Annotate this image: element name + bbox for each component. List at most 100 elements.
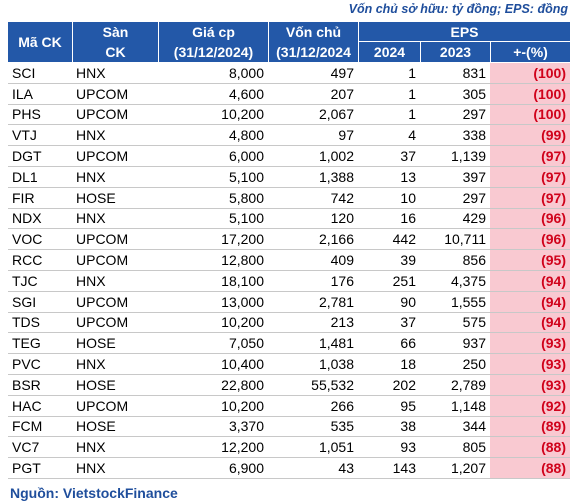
- change-cell: (100): [490, 83, 570, 105]
- table-cell: 66: [358, 333, 420, 355]
- source: Nguồn: VietstockFinance: [10, 485, 178, 501]
- table-cell: 8,000: [158, 63, 268, 84]
- table-cell: 10,400: [158, 354, 268, 375]
- table-cell: 297: [420, 105, 490, 126]
- table-cell: 1: [358, 84, 420, 105]
- table-cell: 1,207: [420, 458, 490, 479]
- table-cell: HNX: [72, 125, 158, 147]
- change-cell: (96): [490, 208, 570, 230]
- table-cell: 207: [268, 84, 358, 105]
- table-cell: 10,200: [158, 396, 268, 417]
- header-cell: (31/12/2024): [158, 42, 268, 62]
- table-cell: 2,166: [268, 229, 358, 251]
- header-cell: EPS: [358, 22, 570, 42]
- table-cell: 176: [268, 271, 358, 292]
- table-cell: 1,148: [420, 396, 490, 417]
- change-cell: (97): [490, 167, 570, 188]
- table-cell: NDX: [8, 209, 72, 230]
- table-cell: PVC: [8, 354, 72, 375]
- table-cell: 1,051: [268, 437, 358, 459]
- table-cell: 16: [358, 209, 420, 230]
- table-cell: 856: [420, 250, 490, 271]
- table-cell: 2,789: [420, 375, 490, 396]
- table-cell: 2,781: [268, 292, 358, 313]
- change-cell: (97): [490, 146, 570, 167]
- table-cell: 120: [268, 209, 358, 230]
- table-cell: 429: [420, 209, 490, 230]
- table-cell: 251: [358, 271, 420, 292]
- header-cell: Mã CK: [8, 22, 72, 62]
- table-cell: 4,800: [158, 125, 268, 147]
- table-cell: 10,200: [158, 105, 268, 126]
- table-cell: 37: [358, 146, 420, 167]
- table-cell: 1,388: [268, 167, 358, 188]
- table-cell: HNX: [72, 167, 158, 188]
- change-cell: (97): [490, 187, 570, 209]
- table-cell: 3,370: [158, 417, 268, 438]
- table-cell: BSR: [8, 375, 72, 396]
- table-cell: FCM: [8, 417, 72, 438]
- header-cell: Giá cp: [158, 22, 268, 42]
- table-cell: UPCOM: [72, 146, 158, 167]
- table-cell: HNX: [72, 63, 158, 84]
- change-cell: (93): [490, 333, 570, 355]
- header-cell: 2023: [420, 42, 490, 62]
- table-cell: 143: [358, 458, 420, 479]
- table-cell: 12,800: [158, 250, 268, 271]
- table-cell: 442: [358, 229, 420, 251]
- table-cell: 6,000: [158, 146, 268, 167]
- table-cell: 305: [420, 84, 490, 105]
- table-cell: 39: [358, 250, 420, 271]
- table-cell: FIR: [8, 188, 72, 209]
- table-cell: UPCOM: [72, 396, 158, 417]
- table-cell: 7,050: [158, 333, 268, 355]
- table-cell: 2,067: [268, 105, 358, 126]
- change-cell: (93): [490, 375, 570, 396]
- table-cell: HNX: [72, 271, 158, 292]
- change-cell: (94): [490, 271, 570, 292]
- change-cell: (89): [490, 416, 570, 438]
- table-cell: UPCOM: [72, 84, 158, 105]
- table-cell: 97: [268, 125, 358, 147]
- table-cell: 55,532: [268, 375, 358, 396]
- change-cell: (94): [490, 312, 570, 334]
- table-cell: HNX: [72, 209, 158, 230]
- table-cell: DL1: [8, 167, 72, 188]
- table-cell: 4,600: [158, 84, 268, 105]
- table-cell: UPCOM: [72, 292, 158, 313]
- table-cell: 1,139: [420, 146, 490, 167]
- table-cell: 202: [358, 375, 420, 396]
- table-cell: RCC: [8, 250, 72, 271]
- table-cell: 1,002: [268, 146, 358, 167]
- table-cell: VOC: [8, 229, 72, 251]
- table-cell: 10: [358, 188, 420, 209]
- table-cell: 213: [268, 313, 358, 334]
- change-cell: (100): [490, 104, 570, 126]
- table-cell: 18,100: [158, 271, 268, 292]
- table-cell: 18: [358, 354, 420, 375]
- table-cell: 937: [420, 333, 490, 355]
- table-cell: SGI: [8, 292, 72, 313]
- change-cell: (96): [490, 229, 570, 251]
- header-cell: Sàn: [72, 22, 158, 42]
- table-cell: 409: [268, 250, 358, 271]
- table-cell: 13: [358, 167, 420, 188]
- table-cell: 831: [420, 63, 490, 84]
- table-cell: 250: [420, 354, 490, 375]
- table-cell: 17,200: [158, 229, 268, 251]
- table-cell: 5,800: [158, 188, 268, 209]
- table-cell: UPCOM: [72, 105, 158, 126]
- table-cell: 535: [268, 417, 358, 438]
- table-cell: 266: [268, 396, 358, 417]
- table-cell: 93: [358, 437, 420, 459]
- table-cell: 6,900: [158, 458, 268, 479]
- change-cell: (88): [490, 458, 570, 479]
- change-cell: (88): [490, 437, 570, 459]
- table-cell: HOSE: [72, 188, 158, 209]
- table-cell: 22,800: [158, 375, 268, 396]
- table-cell: 10,711: [420, 229, 490, 251]
- table-cell: 90: [358, 292, 420, 313]
- table-cell: 297: [420, 188, 490, 209]
- table-cell: 397: [420, 167, 490, 188]
